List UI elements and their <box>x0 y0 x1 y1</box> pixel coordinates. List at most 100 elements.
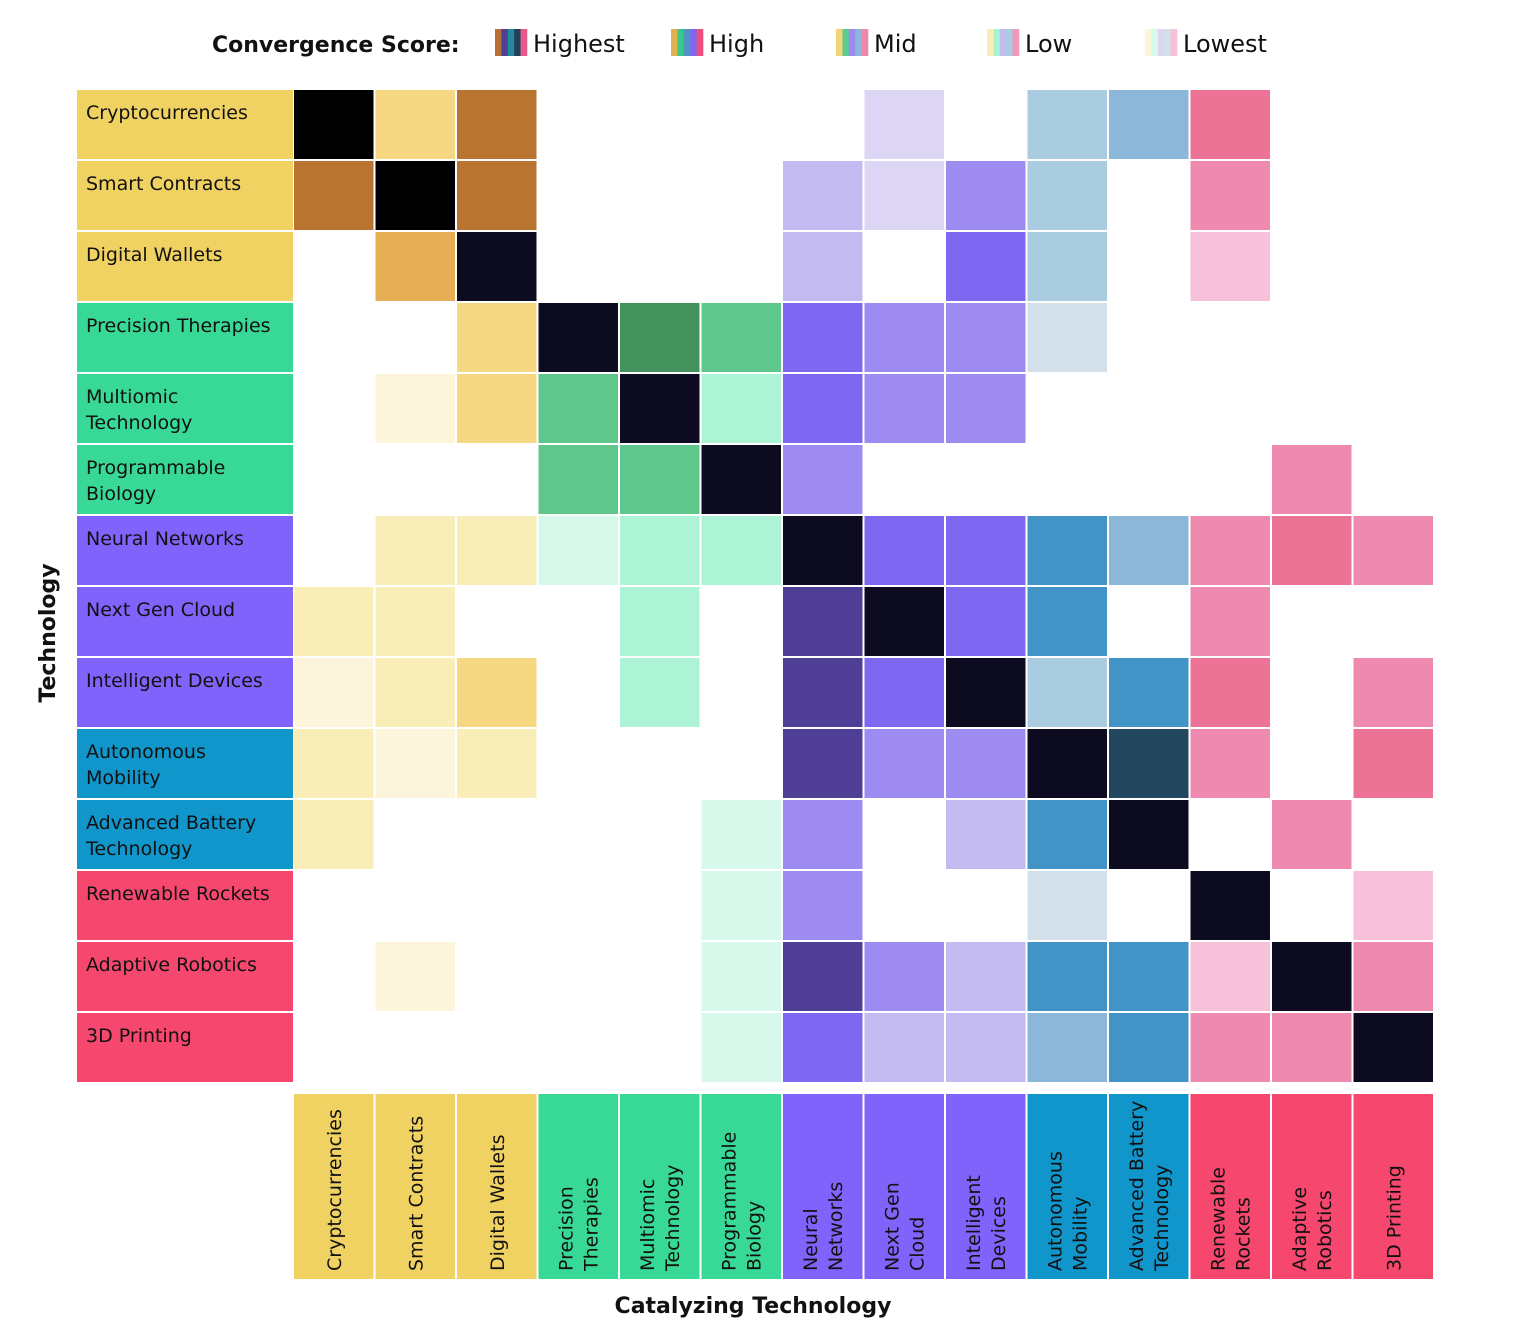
heatmap-cell <box>375 729 455 798</box>
row-label: Digital Wallets <box>77 232 293 301</box>
legend-swatch <box>683 29 691 56</box>
legend-swatch <box>514 29 521 56</box>
heatmap-cell <box>1190 516 1270 585</box>
heatmap-cell <box>946 942 1026 1011</box>
column-label-text: Precision Therapies <box>555 1177 602 1272</box>
row-label-text: Multiomic Technology <box>85 386 192 434</box>
legend-swatch <box>836 29 843 56</box>
heatmap-cell <box>783 871 863 940</box>
heatmap-cell <box>375 516 455 585</box>
legend-swatch <box>520 29 528 56</box>
row-label-text: Neural Networks <box>86 528 244 550</box>
heatmap-cell <box>701 445 781 514</box>
row-label: 3D Printing <box>77 1013 293 1082</box>
heatmap-cell <box>1027 516 1107 585</box>
row-label-text: Cryptocurrencies <box>86 102 248 124</box>
heatmap-cell <box>375 658 455 727</box>
column-label-background <box>864 1094 944 1279</box>
column-label: Adaptive Robotics <box>1272 1094 1352 1279</box>
column-label-background <box>1027 1094 1107 1279</box>
heatmap-cell <box>538 445 618 514</box>
heatmap-cell <box>1027 1013 1107 1082</box>
legend-title: Convergence Score: <box>212 33 460 58</box>
column-label-text: Autonomous Mobility <box>1044 1151 1091 1271</box>
heatmap-cell <box>375 90 455 159</box>
heatmap-cell <box>946 729 1026 798</box>
heatmap-cell <box>1272 942 1352 1011</box>
legend-label: Highest <box>533 30 625 58</box>
column-label: Neural Networks <box>783 1094 863 1279</box>
heatmap-cells <box>294 90 1433 1082</box>
heatmap-cell <box>1109 729 1189 798</box>
heatmap-cell <box>1190 161 1270 230</box>
heatmap-cell <box>1353 658 1433 727</box>
row-label-background <box>77 871 293 940</box>
legend-swatch <box>1157 29 1165 56</box>
heatmap-cell <box>1353 1013 1433 1082</box>
row-label-background <box>77 232 293 301</box>
heatmap-cell <box>783 303 863 372</box>
heatmap-cell <box>1027 232 1107 301</box>
heatmap-cell <box>1272 800 1352 869</box>
legend-swatch <box>1012 29 1020 56</box>
heatmap-cell <box>946 303 1026 372</box>
row-label: Multiomic Technology <box>77 374 293 443</box>
heatmap-cell <box>783 445 863 514</box>
heatmap-cell <box>783 800 863 869</box>
legend-swatch <box>501 29 509 56</box>
column-label: Advanced Battery Technology <box>1109 1094 1189 1279</box>
column-label-background <box>1109 1094 1189 1279</box>
heatmap-cell <box>701 374 781 443</box>
heatmap-cell <box>864 1013 944 1082</box>
heatmap-cell <box>864 374 944 443</box>
heatmap-cell <box>620 374 700 443</box>
legend: Convergence Score: Highest High Mid Low Lowes… <box>212 29 1267 58</box>
row-label-background <box>77 729 293 798</box>
heatmap-cell <box>701 942 781 1011</box>
legend-label: Lowest <box>1183 30 1267 58</box>
heatmap-cell <box>946 161 1026 230</box>
heatmap-cell <box>1353 942 1433 1011</box>
legend-swatch <box>987 29 994 56</box>
legend-swatch <box>1164 29 1171 56</box>
heatmap-cell <box>1190 587 1270 656</box>
column-label-background <box>1190 1094 1270 1279</box>
heatmap-cell <box>375 587 455 656</box>
row-label-text: Renewable Rockets <box>86 883 270 905</box>
heatmap-cell <box>1027 161 1107 230</box>
heatmap-cell <box>701 800 781 869</box>
heatmap-cell <box>538 374 618 443</box>
legend-label: Mid <box>874 30 917 58</box>
legend-swatch <box>495 29 502 56</box>
row-label-text: Precision Therapies <box>86 315 271 337</box>
heatmap-cell <box>538 516 618 585</box>
row-labels: Cryptocurrencies Smart Contracts Digital W… <box>77 90 293 1082</box>
heatmap-cell <box>783 516 863 585</box>
heatmap-cell <box>1353 871 1433 940</box>
row-label: Advanced Battery Technology <box>77 800 293 869</box>
legend-swatch <box>696 29 704 56</box>
row-label: Next Gen Cloud <box>77 587 293 656</box>
heatmap-cell <box>620 445 700 514</box>
heatmap-cell <box>1272 1013 1352 1082</box>
row-label-text: Next Gen Cloud <box>86 599 235 621</box>
column-label-background <box>294 1094 374 1279</box>
heatmap-cell <box>1109 1013 1189 1082</box>
row-label: Neural Networks <box>77 516 293 585</box>
heatmap-cell <box>375 232 455 301</box>
column-label: 3D Printing <box>1353 1094 1433 1279</box>
heatmap-cell <box>1190 871 1270 940</box>
column-label-text: Neural Networks <box>800 1182 847 1271</box>
column-labels: Cryptocurrencies Smart Contracts Digital W… <box>294 1094 1433 1279</box>
column-label-text: Digital Wallets <box>487 1135 509 1271</box>
legend-swatch <box>1151 29 1159 56</box>
column-label-text: 3D Printing <box>1383 1165 1405 1271</box>
heatmap-cell <box>946 516 1026 585</box>
heatmap-cell <box>457 729 537 798</box>
column-label: Smart Contracts <box>375 1094 455 1279</box>
row-label: Smart Contracts <box>77 161 293 230</box>
heatmap-cell <box>294 729 374 798</box>
legend-swatch <box>507 29 515 56</box>
heatmap-cell <box>701 1013 781 1082</box>
heatmap-cell <box>946 374 1026 443</box>
